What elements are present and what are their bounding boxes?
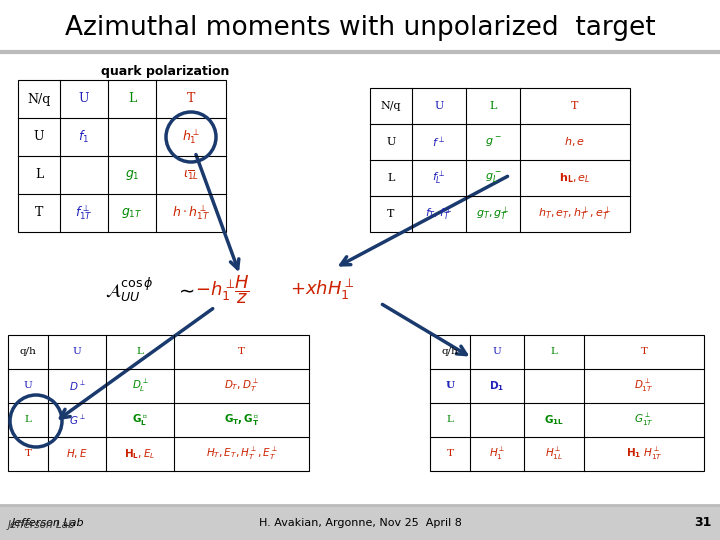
Text: N/q: N/q	[27, 92, 50, 105]
Text: $h, e$: $h, e$	[564, 136, 585, 148]
Text: L: L	[490, 101, 497, 111]
Text: U: U	[434, 101, 444, 111]
Text: L: L	[446, 415, 454, 424]
Text: q/h: q/h	[19, 348, 37, 356]
Text: L: L	[137, 348, 143, 356]
Text: U: U	[387, 137, 395, 147]
Text: $H_{1L}^\perp$: $H_{1L}^\perp$	[545, 446, 563, 462]
Text: U: U	[78, 92, 89, 105]
Text: quark polarization: quark polarization	[101, 65, 229, 78]
Text: $g_1$: $g_1$	[125, 168, 140, 182]
Text: $h_1^\perp$: $h_1^\perp$	[182, 127, 200, 146]
Text: Jefferson Lab: Jefferson Lab	[12, 517, 85, 528]
Text: T: T	[238, 348, 245, 356]
Text: q/h: q/h	[441, 348, 459, 356]
Text: $-h_1^\perp\!\dfrac{H}{z}$: $-h_1^\perp\!\dfrac{H}{z}$	[195, 274, 250, 306]
Text: $h\cdot h_{1T}^\perp$: $h\cdot h_{1T}^\perp$	[172, 204, 210, 222]
Text: $f_1$: $f_1$	[78, 129, 89, 145]
Text: L: L	[387, 173, 395, 183]
Text: $\mathbf{G_{1L}}$: $\mathbf{G_{1L}}$	[544, 413, 564, 427]
Text: $\mathcal{A}_{UU}^{\cos\phi}$: $\mathcal{A}_{UU}^{\cos\phi}$	[105, 276, 153, 304]
Bar	[18, 80, 226, 232]
Text: $f_T, f_T^\perp$: $f_T, f_T^\perp$	[425, 206, 453, 222]
Bar	[8, 335, 309, 471]
Text: T: T	[446, 449, 454, 458]
Text: N/q: N/q	[381, 101, 401, 111]
Text: $D^\perp$: $D^\perp$	[68, 380, 86, 393]
Text: T: T	[35, 206, 43, 219]
Text: $g_L^-$: $g_L^-$	[485, 171, 501, 185]
Text: $\mathbf{G_L^\perp}$: $\mathbf{G_L^\perp}$	[132, 412, 148, 428]
Text: U: U	[446, 381, 454, 390]
Text: $\sim$: $\sim$	[175, 280, 195, 300]
Text: $\mathbf{G_T, G_T^\perp}$: $\mathbf{G_T, G_T^\perp}$	[224, 412, 259, 428]
Text: $\mathbf{h_L}, e_L$: $\mathbf{h_L}, e_L$	[559, 171, 591, 185]
Text: Azimuthal moments with unpolarized  target: Azimuthal moments with unpolarized targe…	[65, 15, 655, 41]
Text: U: U	[34, 131, 44, 144]
Text: $G_{1T}^\perp$: $G_{1T}^\perp$	[634, 412, 654, 428]
Text: $H, E$: $H, E$	[66, 448, 88, 461]
Text: 31: 31	[695, 516, 712, 529]
Bar	[430, 335, 704, 471]
Text: T: T	[24, 449, 32, 458]
Text: $H_T, E_T, H_T^\perp, E_T^\perp$: $H_T, E_T, H_T^\perp, E_T^\perp$	[205, 446, 277, 462]
Text: $g^-$: $g^-$	[485, 136, 501, 148]
Text: U: U	[492, 348, 501, 356]
Text: T: T	[641, 348, 647, 356]
Text: U: U	[73, 348, 81, 356]
Text: $\mathbf{D_1}$: $\mathbf{D_1}$	[490, 379, 505, 393]
Text: $h_T, e_T, h_T^\perp, e_T^\perp$: $h_T, e_T, h_T^\perp, e_T^\perp$	[539, 206, 612, 222]
Bar	[0, 505, 720, 540]
Text: T: T	[387, 209, 395, 219]
Text: T: T	[571, 101, 579, 111]
Text: U: U	[24, 381, 32, 390]
Text: $G^\perp$: $G^\perp$	[68, 414, 86, 427]
Text: L: L	[551, 348, 557, 356]
Text: $g_{1T}$: $g_{1T}$	[121, 206, 143, 220]
Text: $g_T, g_T^\perp$: $g_T, g_T^\perp$	[476, 206, 510, 222]
Text: $\iota_{\overline{1}L}$: $\iota_{\overline{1}L}$	[183, 168, 199, 182]
Bar	[370, 88, 630, 232]
Text: L: L	[128, 92, 136, 105]
Text: $\mathbf{H_L}, E_L$: $\mathbf{H_L}, E_L$	[125, 447, 156, 461]
Text: $D_L^\perp$: $D_L^\perp$	[132, 378, 148, 394]
Text: Jefferson Lab: Jefferson Lab	[8, 519, 76, 530]
Text: L: L	[24, 415, 32, 424]
Text: $f_{1T}^\perp$: $f_{1T}^\perp$	[75, 204, 93, 222]
Text: $D_{1T}^\perp$: $D_{1T}^\perp$	[634, 378, 654, 394]
Text: $f_L^\perp$: $f_L^\perp$	[433, 170, 446, 186]
Text: $\mathbf{H_1}\ H_{1T}^\perp$: $\mathbf{H_1}\ H_{1T}^\perp$	[626, 446, 662, 462]
Text: $+ xh H_1^\perp$: $+ xh H_1^\perp$	[290, 278, 354, 302]
Text: $H_1^\perp$: $H_1^\perp$	[489, 446, 505, 462]
Text: $D_T, D_T^\perp$: $D_T, D_T^\perp$	[224, 378, 259, 394]
Text: T: T	[186, 92, 195, 105]
Text: $f^\perp$: $f^\perp$	[433, 135, 446, 149]
Text: H. Avakian, Argonne, Nov 25  April 8: H. Avakian, Argonne, Nov 25 April 8	[258, 517, 462, 528]
Text: L: L	[35, 168, 43, 181]
